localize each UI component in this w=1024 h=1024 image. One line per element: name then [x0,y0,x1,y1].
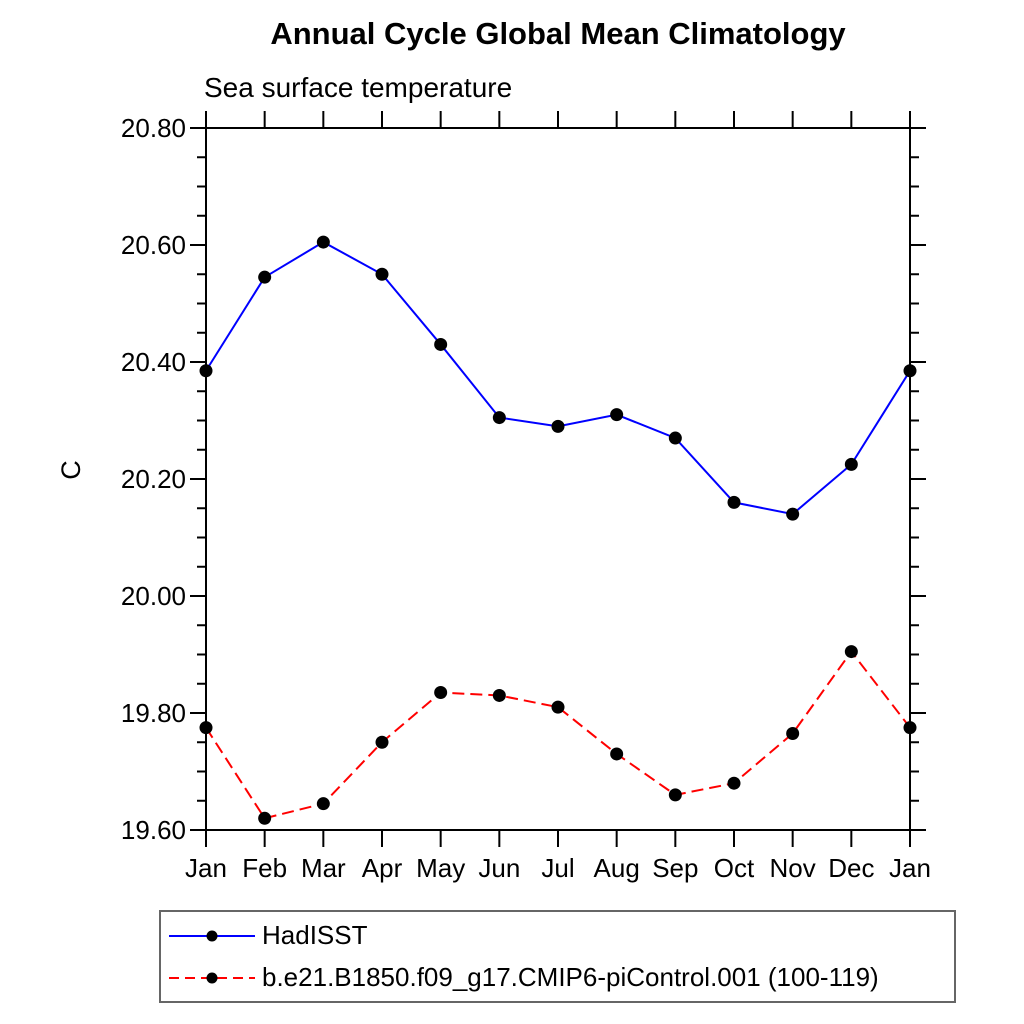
y-tick-label: 19.80 [121,698,186,728]
data-point-marker [492,688,506,702]
legend-label-picontrol: b.e21.B1850.f09_g17.CMIP6-piControl.001 … [262,962,879,992]
data-point-marker [258,811,272,825]
data-point-marker [316,235,330,249]
x-tick-label: Jun [478,853,520,883]
chart-title: Annual Cycle Global Mean Climatology [270,16,846,51]
data-point-marker [199,364,213,378]
data-point-marker [844,457,858,471]
data-point-marker [903,364,917,378]
data-point-marker [258,270,272,284]
legend-label-hadisst: HadISST [262,920,368,950]
legend-marker-icon [206,972,218,983]
series-line-hadisst [205,240,911,516]
data-point-marker [727,776,741,790]
y-tick-label: 20.40 [121,347,186,377]
data-point-marker [786,726,800,740]
legend-item-picontrol: b.e21.B1850.f09_g17.CMIP6-piControl.001 … [165,958,954,998]
data-point-marker [903,721,917,735]
y-tick-label: 20.00 [121,581,186,611]
x-tick-label: Feb [242,853,287,883]
data-point-marker [199,721,213,735]
data-point-marker [551,419,565,433]
legend: HadISST b.e21.B1850.f09_g17.CMIP6-piCont… [159,910,956,1003]
plot-frame [205,127,911,831]
data-point-marker [492,411,506,425]
legend-sample-solid-line [169,930,255,941]
data-point-marker [316,797,330,811]
y-tick-label: 20.60 [121,230,186,260]
data-point-marker [610,408,624,422]
data-point-marker [668,431,682,445]
x-tick-label: Sep [652,853,698,883]
x-tick-label: May [416,853,465,883]
data-point-marker [844,645,858,659]
legend-sample-dashed-line [169,972,255,983]
y-tick-label: 20.20 [121,464,186,494]
y-tick-label: 20.80 [121,113,186,143]
data-point-marker [610,747,624,761]
data-point-marker [668,788,682,802]
chart-subtitle: Sea surface temperature [204,72,513,103]
legend-item-hadisst: HadISST [165,916,954,956]
data-point-marker [434,337,448,351]
data-point-marker [551,700,565,714]
legend-marker-icon [206,930,218,941]
y-tick-label: 19.60 [121,815,186,845]
data-point-marker [727,495,741,509]
data-point-marker [434,686,448,700]
x-tick-label: Apr [362,853,403,883]
x-tick-label: Nov [770,853,816,883]
x-tick-label: Jul [541,853,574,883]
series-line-picontrol [205,649,911,820]
x-tick-label: Jan [889,853,931,883]
x-tick-label: Jan [185,853,227,883]
x-tick-label: Mar [301,853,346,883]
data-point-marker [786,507,800,521]
data-point-marker [375,267,389,281]
x-tick-label: Aug [594,853,640,883]
x-tick-label: Dec [828,853,874,883]
data-point-marker [375,735,389,749]
x-tick-label: Oct [714,853,755,883]
